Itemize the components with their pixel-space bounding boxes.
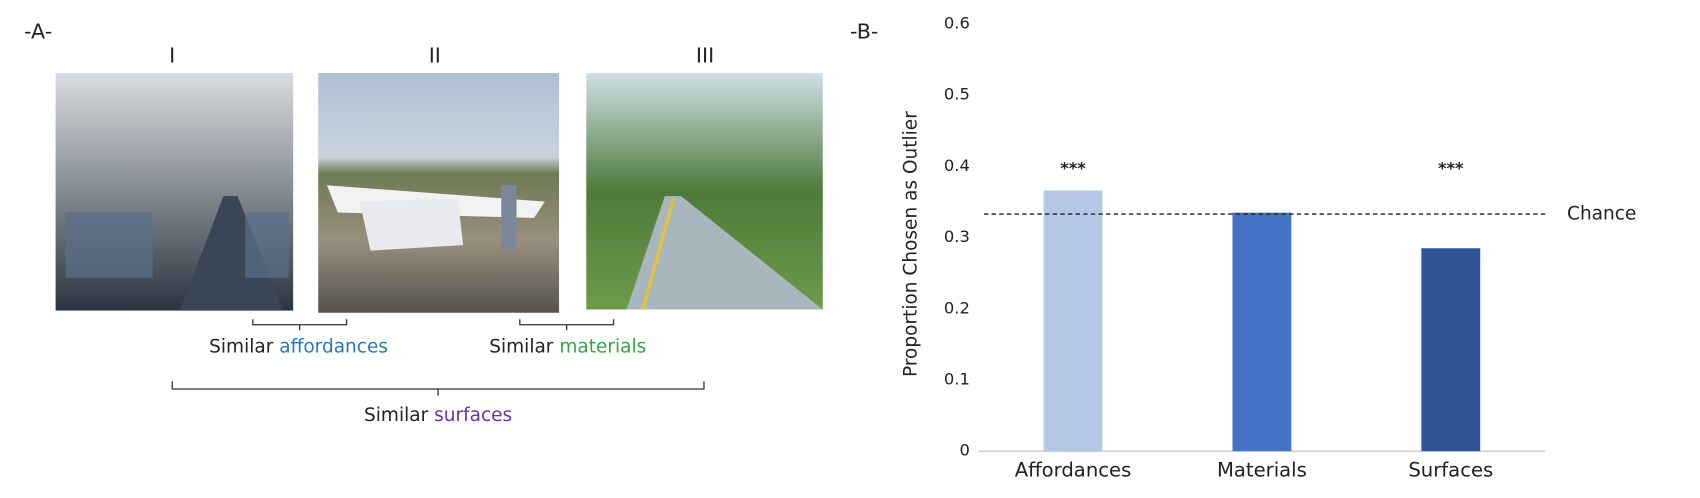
bar: [1232, 212, 1292, 452]
image-label: III: [696, 44, 714, 68]
y-tick-label: 0.5: [944, 85, 970, 104]
image-airplane: [318, 73, 560, 313]
y-tick-label: 0.6: [944, 13, 970, 32]
panel-label: -B-: [850, 20, 878, 44]
y-tick-label: 0.2: [944, 298, 970, 317]
bracket-label: Similar materials: [489, 336, 646, 357]
x-tick-label: Materials: [1217, 458, 1307, 481]
image-road: [586, 73, 823, 310]
significance-label: ***: [1060, 158, 1086, 177]
x-tick-label: Affordances: [1015, 458, 1132, 481]
label-prefix: Similar: [209, 336, 274, 357]
y-tick-label: 0.1: [944, 369, 970, 388]
panel-label: -A-: [24, 20, 52, 44]
bracket-label: Similar surfaces: [364, 405, 512, 426]
bar: [1043, 190, 1103, 452]
image-label: II: [429, 44, 441, 68]
image-label: I: [169, 44, 175, 68]
y-tick-label: 0: [959, 441, 969, 460]
x-tick-label: Surfaces: [1408, 458, 1493, 481]
y-axis-label: Proportion Chosen as Outlier: [901, 111, 922, 377]
y-tick-label: 0.4: [944, 156, 970, 175]
brackets: [171, 319, 705, 396]
significance-label: ***: [1438, 158, 1464, 177]
label-word: materials: [559, 336, 646, 357]
label-word: surfaces: [434, 405, 512, 426]
label-prefix: Similar: [489, 336, 554, 357]
chance-label: Chance: [1567, 204, 1636, 225]
y-tick-label: 0.3: [944, 227, 970, 246]
bracket-label: Similar affordances: [209, 336, 388, 357]
label-prefix: Similar: [364, 405, 429, 426]
image-cabin: [55, 73, 294, 311]
bar: [1421, 248, 1481, 452]
label-word: affordances: [279, 336, 388, 357]
